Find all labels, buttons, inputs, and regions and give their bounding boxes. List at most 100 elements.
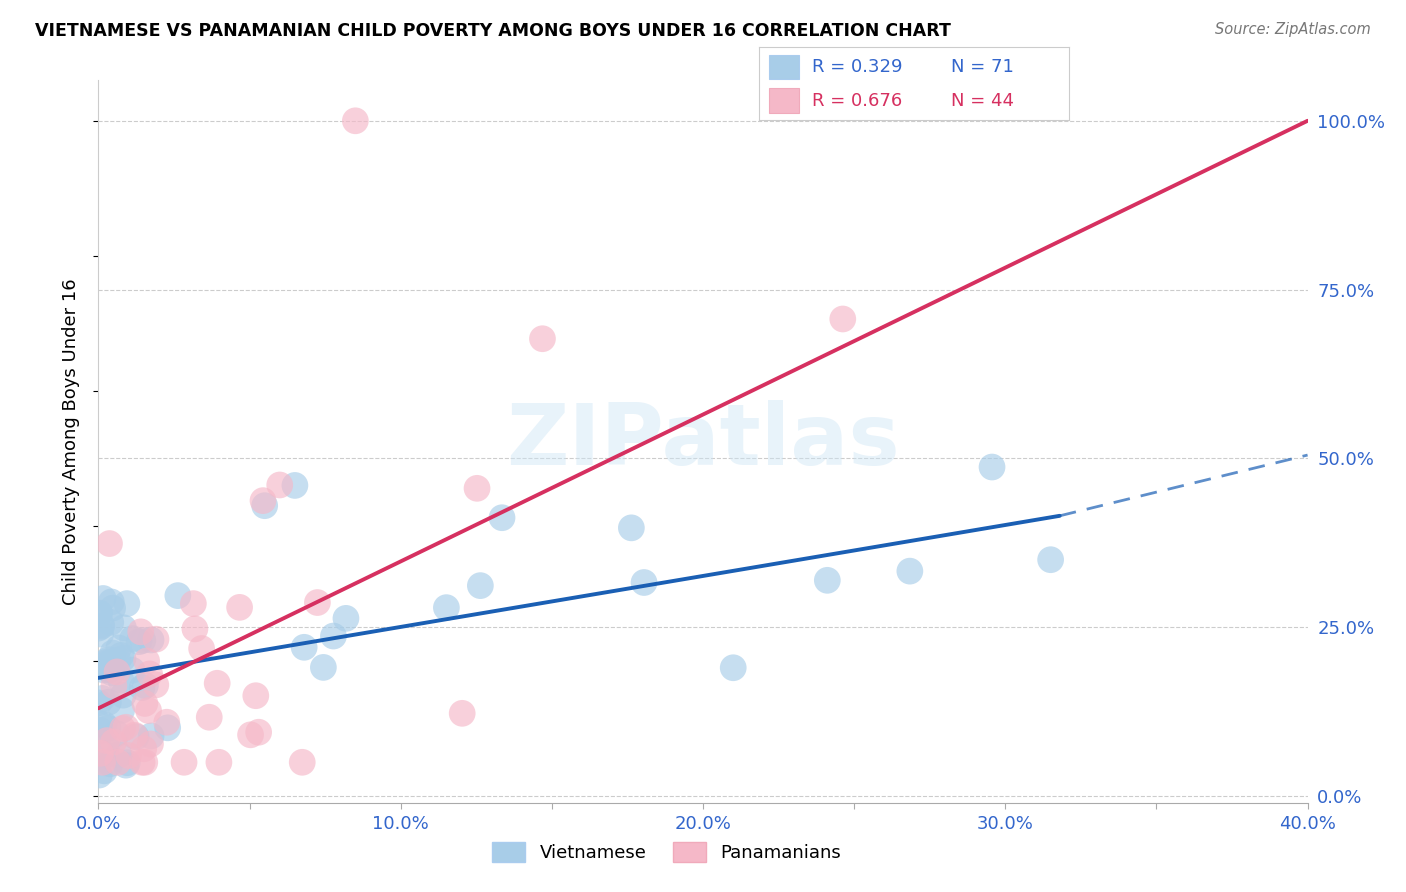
Point	[118, 748, 141, 763]
Point	[129, 624, 152, 639]
Point	[465, 481, 488, 495]
Point	[97, 695, 120, 709]
Point	[531, 332, 554, 346]
Point	[89, 606, 111, 620]
Point	[132, 741, 155, 756]
Point	[110, 673, 132, 687]
Point	[117, 756, 139, 770]
Point	[107, 653, 129, 667]
Point	[156, 721, 179, 735]
Text: R = 0.329: R = 0.329	[811, 58, 903, 76]
Point	[98, 663, 121, 677]
Point	[108, 747, 131, 762]
Point	[128, 634, 150, 648]
Point	[252, 493, 274, 508]
Point	[156, 715, 179, 730]
Point	[87, 716, 110, 731]
Point	[134, 679, 156, 693]
Point	[145, 632, 167, 647]
Point	[145, 678, 167, 692]
Point	[100, 615, 122, 630]
Point	[91, 756, 114, 770]
Point	[111, 703, 134, 717]
Point	[105, 726, 128, 740]
Point	[1039, 552, 1062, 566]
Point	[470, 579, 492, 593]
Point	[620, 521, 643, 535]
Point	[103, 679, 125, 693]
Bar	[769, 54, 800, 79]
Point	[121, 663, 143, 677]
Point	[93, 663, 115, 677]
Point	[96, 733, 118, 747]
Text: R = 0.676: R = 0.676	[811, 92, 903, 110]
Point	[89, 607, 111, 621]
Bar	[769, 88, 800, 113]
Point	[307, 595, 329, 609]
Text: ZIPatlas: ZIPatlas	[506, 400, 900, 483]
Point	[97, 657, 120, 671]
Point	[94, 747, 117, 762]
Point	[90, 617, 112, 632]
Point	[183, 597, 205, 611]
Point	[100, 657, 122, 671]
Point	[87, 621, 110, 635]
Point	[139, 729, 162, 743]
Point	[322, 629, 344, 643]
Point	[107, 756, 129, 770]
Point	[815, 574, 838, 588]
Point	[292, 640, 315, 655]
Point	[633, 575, 655, 590]
Point	[239, 728, 262, 742]
Point	[312, 660, 335, 674]
Point	[138, 704, 160, 718]
Point	[107, 640, 129, 655]
Point	[132, 633, 155, 648]
Point	[100, 665, 122, 680]
Point	[121, 632, 143, 646]
Point	[205, 676, 228, 690]
Point	[115, 720, 138, 734]
Point	[139, 737, 162, 751]
Legend: Vietnamese, Panamanians: Vietnamese, Panamanians	[485, 834, 848, 870]
Point	[898, 564, 921, 578]
Text: VIETNAMESE VS PANAMANIAN CHILD POVERTY AMONG BOYS UNDER 16 CORRELATION CHART: VIETNAMESE VS PANAMANIAN CHILD POVERTY A…	[35, 22, 950, 40]
Point	[228, 600, 250, 615]
Point	[101, 646, 124, 660]
Point	[166, 589, 188, 603]
Point	[344, 113, 367, 128]
Point	[90, 627, 112, 641]
Point	[112, 688, 135, 702]
Point	[97, 652, 120, 666]
Point	[115, 758, 138, 772]
Point	[89, 747, 111, 761]
Point	[111, 722, 134, 736]
Point	[90, 619, 112, 633]
Point	[98, 756, 121, 771]
Point	[131, 681, 153, 695]
Y-axis label: Child Poverty Among Boys Under 16: Child Poverty Among Boys Under 16	[62, 278, 80, 605]
Point	[208, 756, 231, 770]
Point	[125, 730, 148, 744]
Point	[269, 478, 291, 492]
Point	[98, 536, 121, 550]
Point	[491, 510, 513, 524]
Point	[93, 764, 115, 778]
Point	[190, 641, 212, 656]
Point	[291, 756, 314, 770]
Point	[247, 725, 270, 739]
Point	[100, 595, 122, 609]
Point	[134, 697, 156, 711]
Point	[105, 665, 128, 679]
Point	[115, 597, 138, 611]
Point	[335, 611, 357, 625]
Point	[111, 651, 134, 665]
Point	[253, 499, 276, 513]
Text: N = 71: N = 71	[950, 58, 1014, 76]
Point	[139, 632, 162, 647]
Point	[173, 756, 195, 770]
Point	[451, 706, 474, 721]
Point	[135, 654, 157, 668]
Point	[124, 728, 146, 742]
Point	[97, 721, 120, 735]
